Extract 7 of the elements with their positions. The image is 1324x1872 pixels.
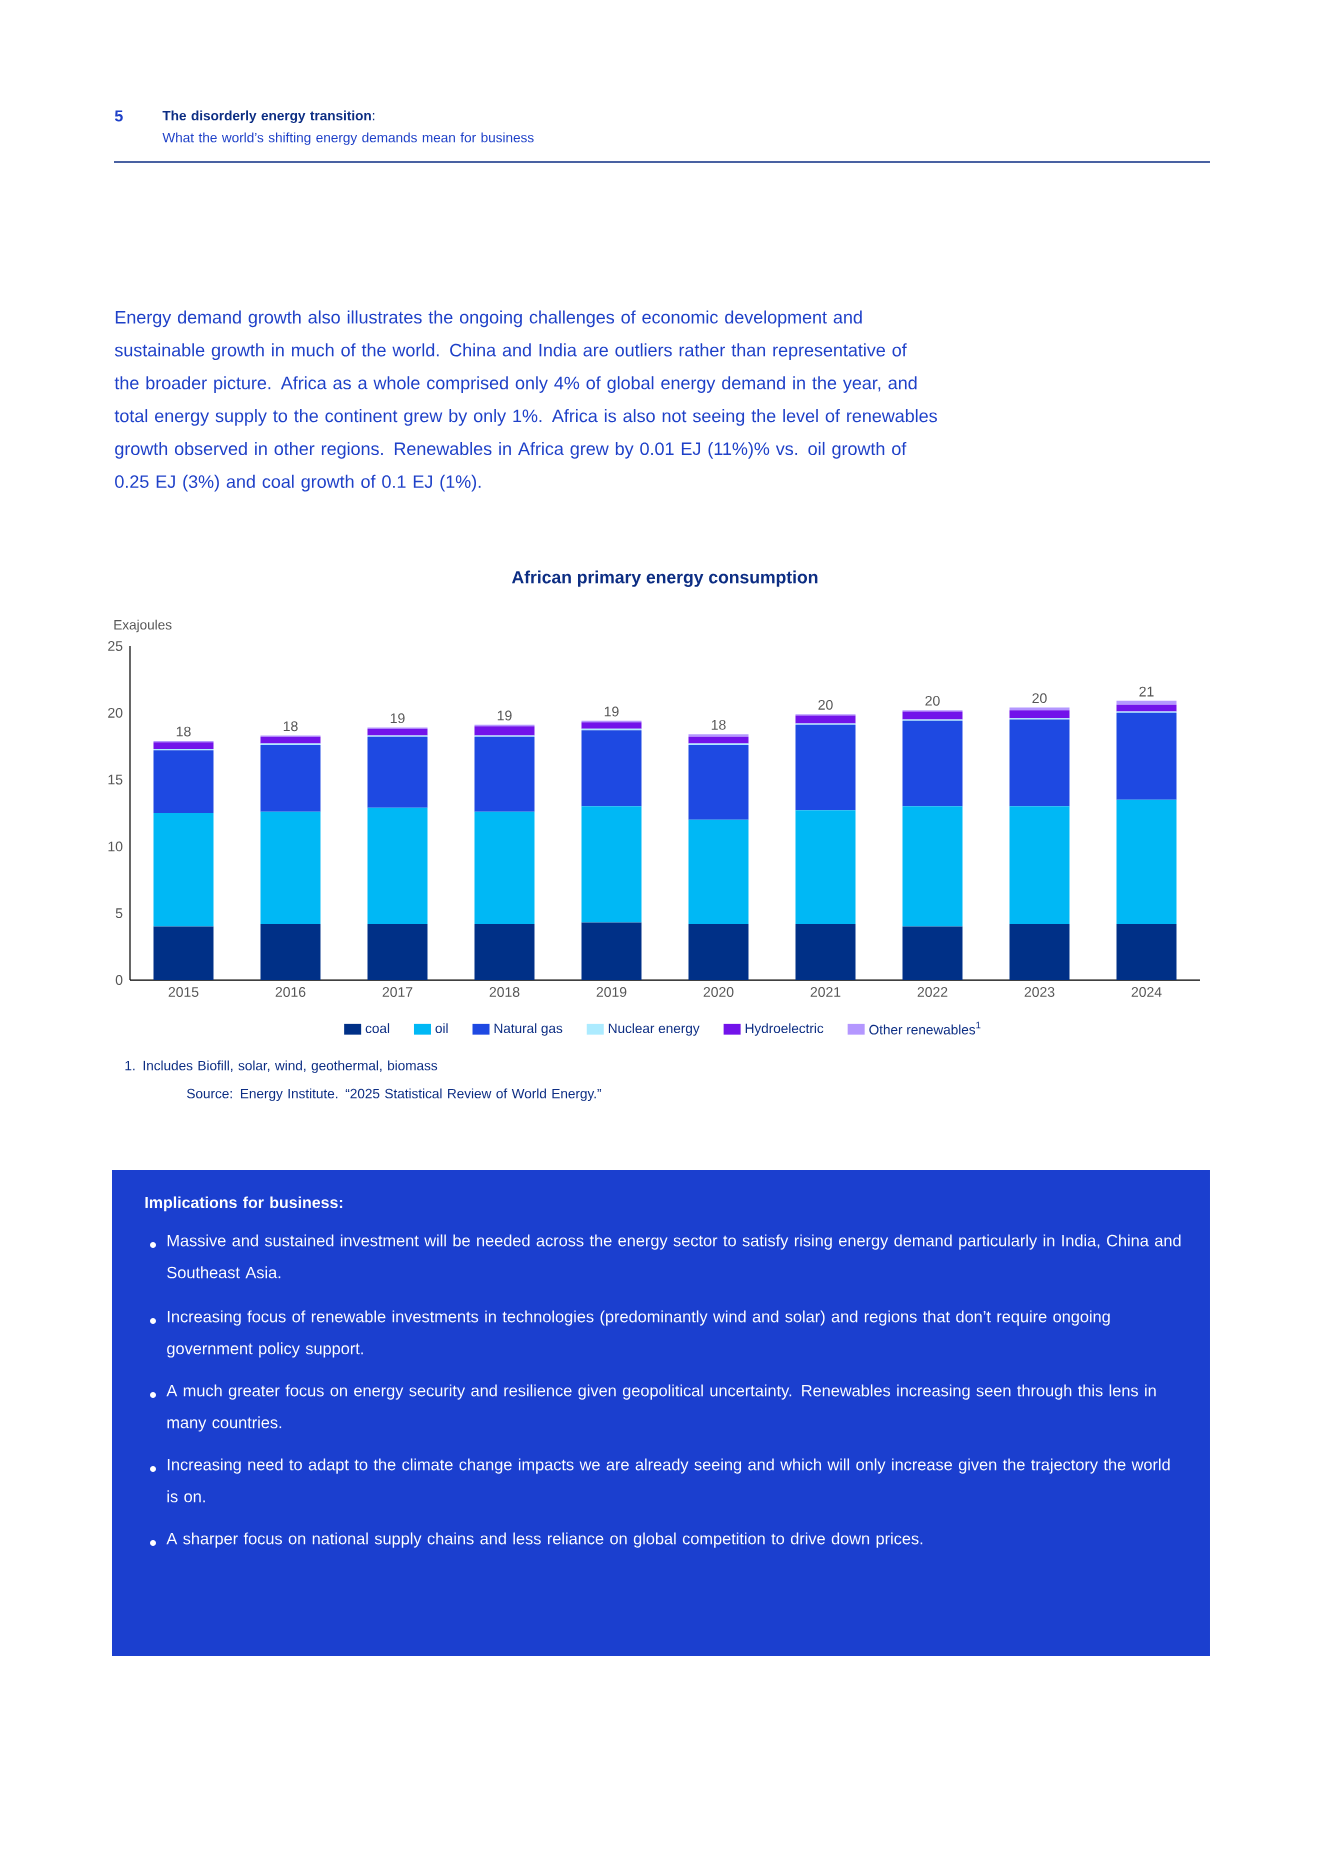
text: Increasing need to adapt to the climate change impacts we are already seeing and which will only increase given the trajectory the world is on. [167,1458,1170,1503]
text: Energy demand growth also illustrates the ongoing challenges of economic development and sustainable growth in much of the world. China and India are outliers rather than representative of the broader picture. Africa as a whole comprised only 4% of global energy demand in the year, and total energy supply to the continent grew by only 1%. Africa is also not seeing the level of renewables growth observed in other regions. Renewables in Africa grew by 0.01 EJ (11%)% vs. oil growth of 0.25 EJ (3%) and coal growth of 0.1 EJ (1%). [114,310,937,492]
chart-title: African primary energy consumption [511,570,818,587]
text: Massive and sustained investment will be needed across the energy sector to satisfy rising energy demand particularly in India, China and Southeast Asia. [167,1234,1181,1279]
text: A sharper focus on national supply chains and less reliance on global competition to drive down prices. [166,1532,923,1548]
text: A much greater focus on energy security and resilience given geopolitical uncertainty. Renewables increasing seen through this lens in many countries. [166,1384,1156,1432]
text: Increasing focus of renewable investments in technologies (predominantly wind and solar) and regions that don’t require ongoing government policy support. [167,1310,1110,1358]
